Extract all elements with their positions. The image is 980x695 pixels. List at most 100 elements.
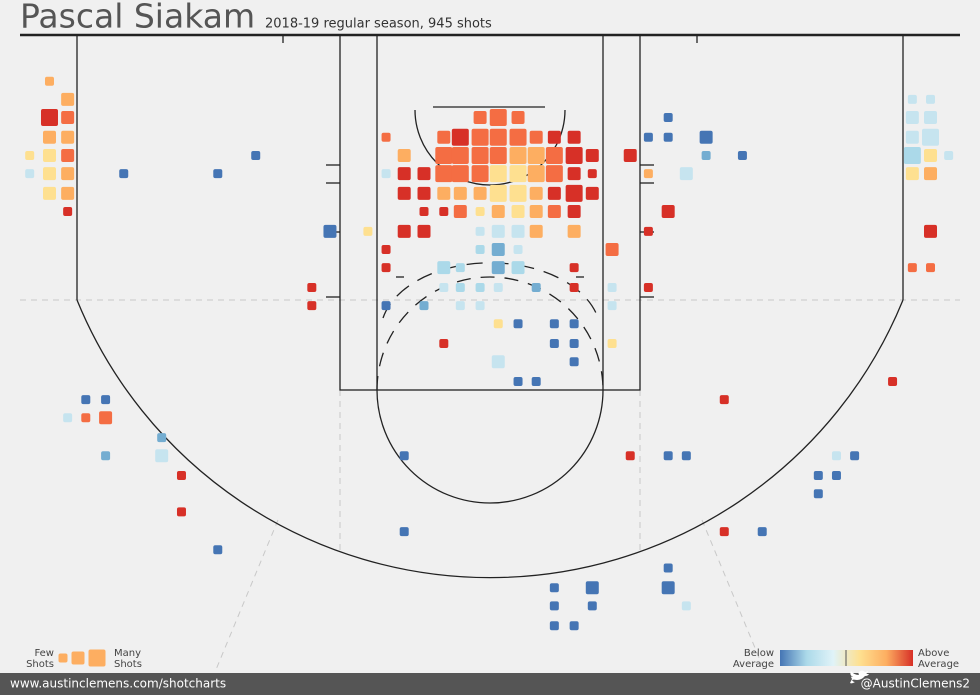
shot-square xyxy=(607,339,617,349)
shot-square xyxy=(307,282,317,292)
shot-square xyxy=(81,413,91,423)
shot-square xyxy=(471,146,489,164)
shot-square xyxy=(489,109,507,126)
shot-square xyxy=(397,186,411,200)
shot-square xyxy=(473,111,487,124)
footer-bar xyxy=(0,673,980,695)
shot-square xyxy=(437,261,451,275)
shot-square xyxy=(681,451,691,461)
shot-square xyxy=(585,581,599,595)
shot-square xyxy=(587,169,597,179)
shot-square xyxy=(439,339,449,349)
shot-square xyxy=(471,128,489,146)
shot-square xyxy=(511,111,525,124)
shot-square xyxy=(905,111,919,124)
shot-square xyxy=(623,148,637,162)
shot-square xyxy=(511,224,525,238)
shot-square xyxy=(737,150,747,160)
twitter-icon xyxy=(850,670,869,684)
shot-square xyxy=(511,205,525,219)
shot-square xyxy=(417,167,431,181)
shots xyxy=(25,76,954,631)
shot-square xyxy=(489,165,507,183)
shot-square xyxy=(42,148,56,162)
shot-square xyxy=(417,186,431,200)
shot-square xyxy=(531,282,541,292)
shot-square xyxy=(926,263,936,273)
shot-square xyxy=(399,451,409,461)
shot-square xyxy=(475,245,485,254)
dashed-arc xyxy=(382,262,599,319)
shot-square xyxy=(545,146,563,164)
shot-square xyxy=(213,545,223,555)
shot-square xyxy=(699,130,713,144)
hash-marks xyxy=(282,35,698,298)
shot-square xyxy=(399,527,409,537)
size-legend-low: Shots xyxy=(26,659,54,670)
shot-square xyxy=(813,471,823,481)
footer-url: www.austinclemens.com/shotcharts xyxy=(10,677,226,691)
shot-square xyxy=(903,146,921,164)
court-dash xyxy=(701,519,766,673)
shot-square xyxy=(437,186,451,200)
shot-square xyxy=(455,263,465,273)
shot-square xyxy=(475,207,485,217)
shot-square xyxy=(42,186,56,200)
shot-square xyxy=(471,165,489,183)
shot-square xyxy=(101,451,111,461)
shot-square xyxy=(924,148,938,162)
shot-square xyxy=(453,205,467,219)
shot-square xyxy=(681,601,691,611)
shot-square xyxy=(307,301,317,311)
shot-square xyxy=(451,146,469,164)
shot-square xyxy=(549,583,559,593)
shot-square xyxy=(944,150,954,160)
shot-square xyxy=(549,339,559,349)
shot-square xyxy=(587,601,597,611)
chart-title: Pascal Siakam xyxy=(20,0,255,36)
shot-square xyxy=(663,113,673,122)
shot-square xyxy=(81,395,91,405)
shot-square xyxy=(813,489,823,499)
shot-square xyxy=(42,167,56,181)
shot-square xyxy=(545,165,563,183)
shot-square xyxy=(493,282,503,292)
shot-square xyxy=(63,413,73,423)
shot-square xyxy=(99,411,113,425)
shot-square xyxy=(323,224,337,238)
shot-square xyxy=(453,186,467,200)
court xyxy=(20,33,960,673)
free-throw-circle xyxy=(376,276,604,391)
shot-square xyxy=(381,301,391,311)
color-legend-high: Average xyxy=(918,659,959,670)
shot-square xyxy=(251,150,261,160)
shot-square xyxy=(905,130,919,144)
shot-square xyxy=(643,169,653,179)
three-point-arc xyxy=(76,299,904,579)
shot-square xyxy=(663,563,673,573)
shot-square xyxy=(527,146,545,164)
shot-square xyxy=(176,507,186,517)
shot-square xyxy=(719,395,729,405)
shot-square xyxy=(435,146,453,164)
shot-square xyxy=(42,130,56,144)
shot-square xyxy=(643,132,653,142)
shot-square xyxy=(63,207,73,217)
shot-square xyxy=(905,167,919,181)
size-legend-square xyxy=(71,651,85,665)
shot-square xyxy=(491,224,505,238)
shot-square xyxy=(491,355,505,369)
shot-square xyxy=(529,205,543,219)
shot-square xyxy=(569,263,579,273)
shot-square xyxy=(363,226,373,236)
shot-square xyxy=(643,226,653,236)
shot-square xyxy=(529,224,543,238)
shot-square xyxy=(831,471,841,481)
color-legend-low: Below xyxy=(744,648,774,659)
shot-square xyxy=(40,109,58,126)
shot-square xyxy=(547,205,561,219)
shot-square xyxy=(119,169,129,179)
shot-square xyxy=(663,451,673,461)
shot-square xyxy=(565,146,583,164)
